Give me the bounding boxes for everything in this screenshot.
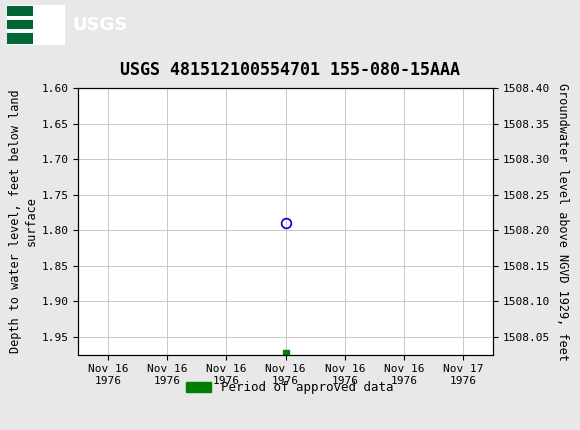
Text: USGS 481512100554701 155-080-15AAA: USGS 481512100554701 155-080-15AAA (120, 61, 460, 79)
Legend: Period of approved data: Period of approved data (181, 376, 399, 399)
Y-axis label: Depth to water level, feet below land
surface: Depth to water level, feet below land su… (9, 89, 38, 353)
Bar (7, 20, 33, 29)
Y-axis label: Groundwater level above NGVD 1929, feet: Groundwater level above NGVD 1929, feet (556, 83, 568, 360)
Text: USGS: USGS (72, 16, 128, 34)
Bar (7, 33, 33, 43)
Bar (7, 6, 33, 16)
Bar (7, 5, 65, 45)
